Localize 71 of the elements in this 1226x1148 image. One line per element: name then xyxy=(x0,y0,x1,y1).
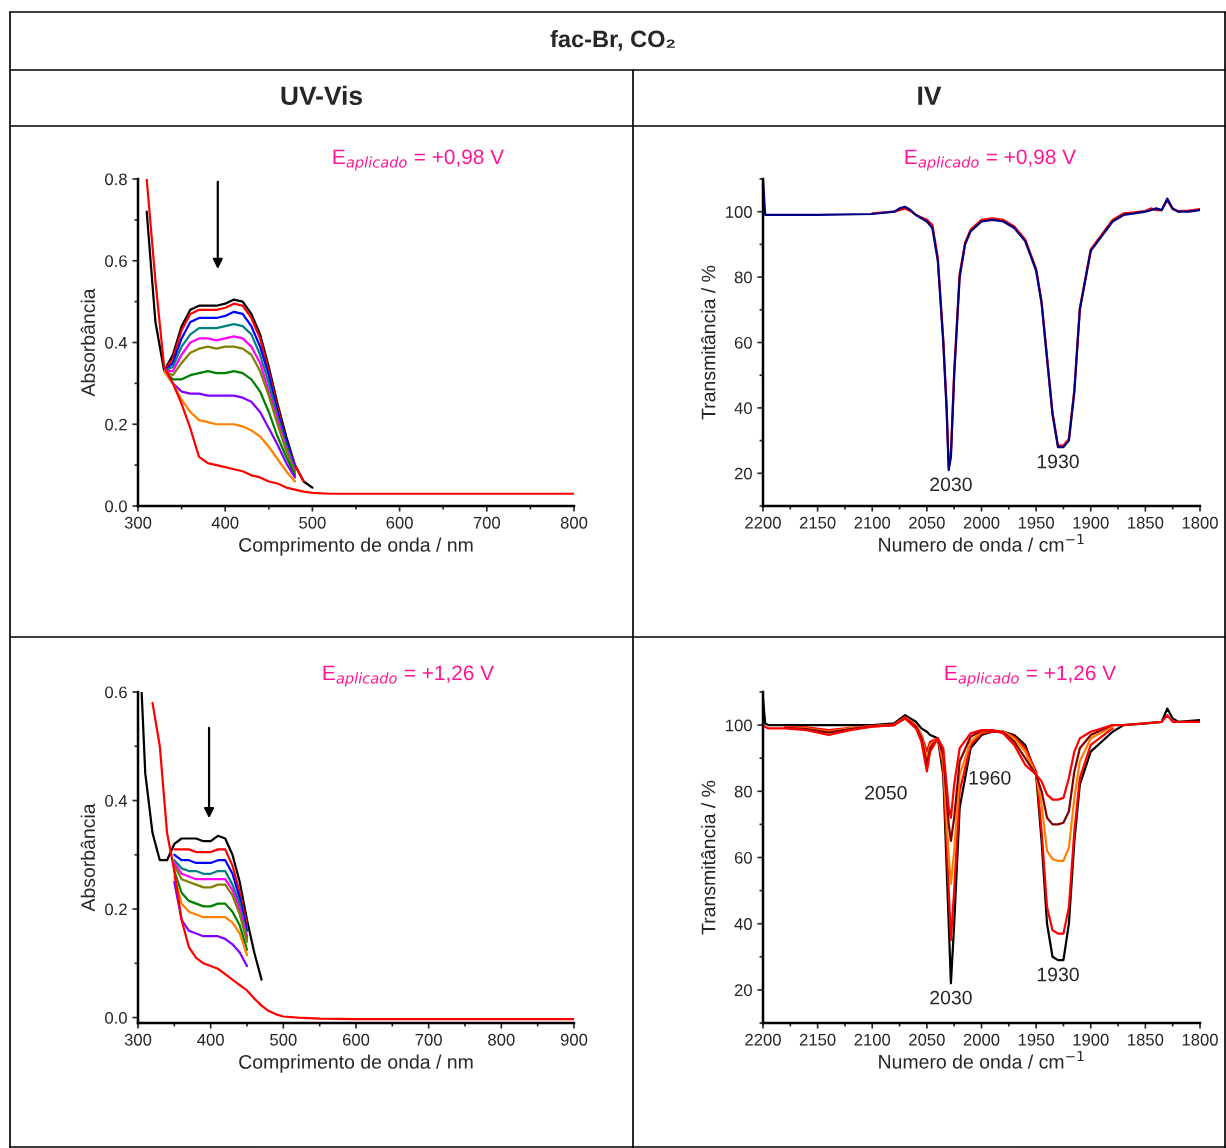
x-tick-label: 400 xyxy=(197,1033,224,1046)
x-tick-label: 1850 xyxy=(1128,1033,1164,1046)
x-tick-label: 500 xyxy=(299,516,326,529)
chart-subtitle: E$_{aplicado}$ = +1,26 V xyxy=(323,665,494,687)
x-tick-label: 1850 xyxy=(1128,516,1164,529)
x-tick-label: 1950 xyxy=(1018,516,1055,529)
y-tick-label: 40 xyxy=(734,918,752,930)
y-tick-label: 40 xyxy=(734,402,752,415)
y-axis-title: Absorbância xyxy=(80,803,96,912)
x-tick-label: 2050 xyxy=(909,1033,945,1046)
x-tick-label: 400 xyxy=(211,516,239,529)
x-tick-label: 300 xyxy=(124,516,152,529)
x-tick-label: 1950 xyxy=(1018,1033,1055,1046)
y-tick-label: 0.0 xyxy=(105,1011,127,1024)
x-tick-label: 300 xyxy=(124,1033,152,1046)
y-tick-label: 60 xyxy=(734,851,752,864)
x-tick-label: 600 xyxy=(342,1033,370,1046)
x-tick-label: 2200 xyxy=(745,516,781,529)
chart-subtitle: E$_{aplicado}$ = +0,98 V xyxy=(333,149,504,171)
x-tick-label: 2100 xyxy=(854,516,891,529)
annotation: 1930 xyxy=(1037,967,1079,982)
y-tick-label: 100 xyxy=(726,719,752,732)
y-tick-label: 0.4 xyxy=(105,794,128,807)
y-tick-label: 0.8 xyxy=(105,173,127,186)
annotation: 2030 xyxy=(930,990,972,1005)
y-tick-label: 20 xyxy=(734,984,752,997)
text: IV xyxy=(918,86,942,105)
text: fac-Br, CO₂ xyxy=(550,30,675,51)
x-axis-title: Numero de onda / cm$^{−1}$ xyxy=(879,1051,1084,1069)
y-tick-label: 80 xyxy=(734,271,752,284)
y-tick-label: 0.2 xyxy=(105,418,127,431)
x-tick-label: 1900 xyxy=(1073,1033,1109,1046)
y-tick-label: 0.6 xyxy=(105,255,127,267)
chart-subtitle: E$_{aplicado}$ = +0,98 V xyxy=(905,149,1076,171)
x-tick-label: 800 xyxy=(488,1033,515,1046)
x-tick-label: 500 xyxy=(270,1033,297,1046)
x-tick-label: 1800 xyxy=(1182,1033,1218,1046)
x-tick-label: 900 xyxy=(560,1033,588,1046)
text: UV-Vis xyxy=(281,85,362,106)
y-tick-label: 0.0 xyxy=(105,500,127,513)
annotation: 1960 xyxy=(969,770,1011,785)
x-tick-label: 1900 xyxy=(1073,516,1109,529)
y-tick-label: 0.6 xyxy=(105,686,127,699)
x-tick-label: 2150 xyxy=(799,516,836,529)
x-tick-label: 2050 xyxy=(909,516,945,529)
x-tick-label: 2000 xyxy=(963,516,1000,529)
y-tick-label: 100 xyxy=(726,206,752,218)
y-tick-label: 60 xyxy=(734,336,752,349)
x-tick-label: 2000 xyxy=(963,1033,1000,1046)
y-tick-label: 20 xyxy=(734,467,752,480)
y-tick-label: 0.4 xyxy=(105,336,128,349)
annotation: 2050 xyxy=(865,785,907,800)
x-axis-title: Numero de onda / cm$^{−1}$ xyxy=(879,534,1084,552)
chart-subtitle: E$_{aplicado}$ = +1,26 V xyxy=(945,665,1116,687)
x-tick-label: 1800 xyxy=(1182,516,1218,529)
x-tick-label: 700 xyxy=(473,516,501,529)
x-tick-label: 2150 xyxy=(799,1033,836,1046)
x-tick-label: 700 xyxy=(415,1033,442,1046)
y-axis-title: Transmitância / % xyxy=(701,265,716,420)
y-axis-title: Transmitância / % xyxy=(701,780,716,935)
y-tick-label: 0.2 xyxy=(105,903,127,916)
x-tick-label: 600 xyxy=(386,516,413,529)
y-axis-title: Absorbância xyxy=(80,288,96,397)
x-tick-label: 2200 xyxy=(745,1033,781,1046)
annotation: 1930 xyxy=(1037,454,1079,469)
x-tick-label: 2100 xyxy=(854,1033,891,1046)
x-tick-label: 800 xyxy=(560,516,588,529)
x-axis-title: Comprimento de onda / nm xyxy=(239,1054,473,1073)
y-tick-label: 80 xyxy=(734,785,752,798)
x-axis-title: Comprimento de onda / nm xyxy=(239,537,473,556)
annotation: 2030 xyxy=(930,477,972,492)
